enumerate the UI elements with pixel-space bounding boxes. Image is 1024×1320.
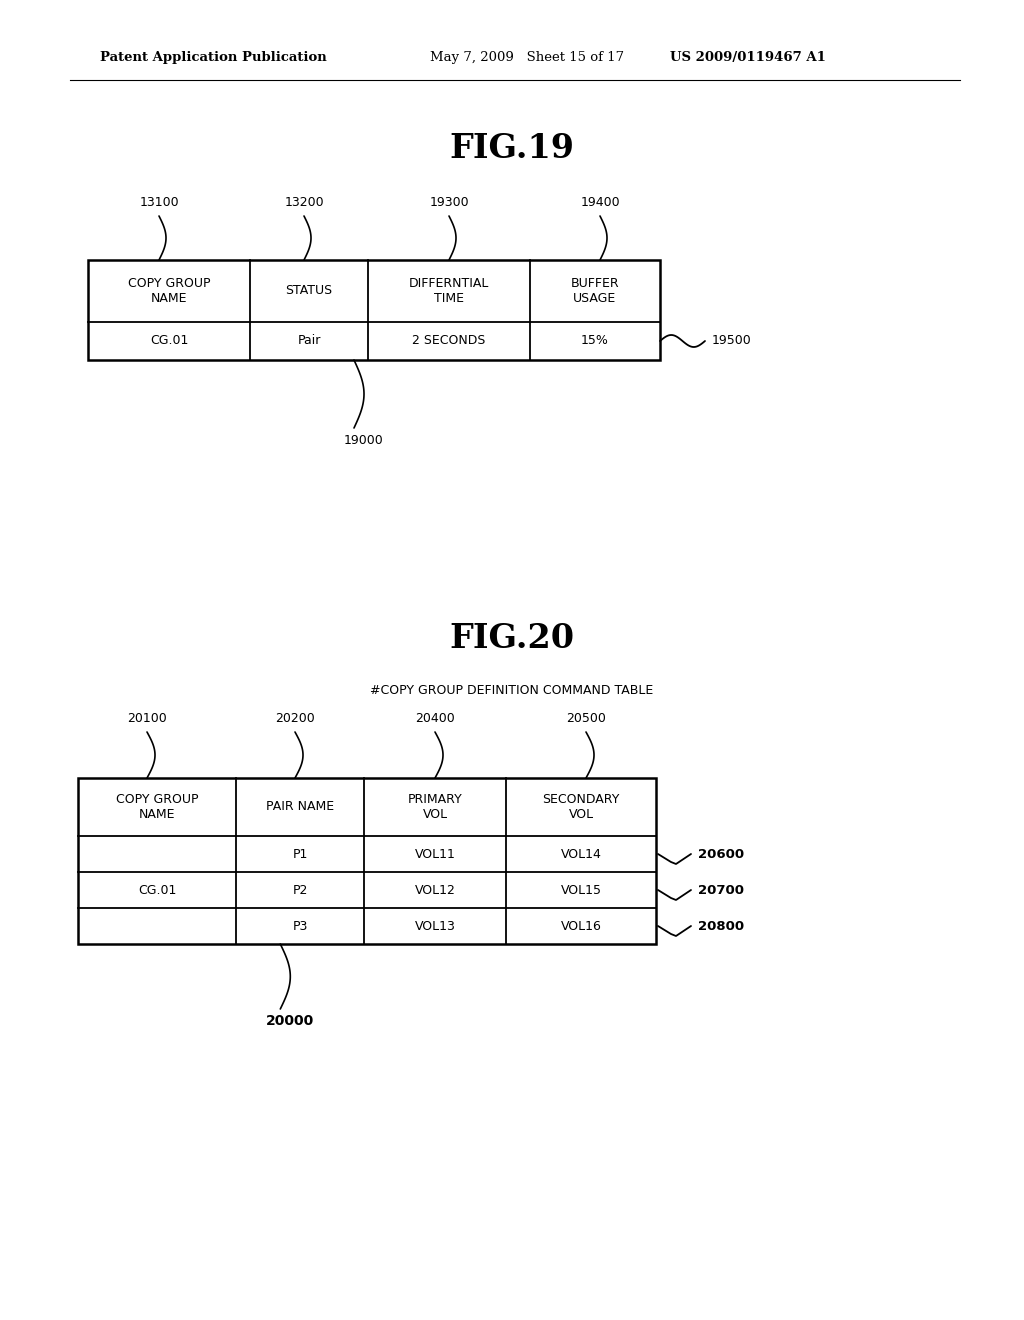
Text: 19400: 19400 bbox=[581, 195, 620, 209]
Text: 19000: 19000 bbox=[344, 433, 384, 446]
Text: Pair: Pair bbox=[297, 334, 321, 347]
Text: 20800: 20800 bbox=[698, 920, 744, 932]
Text: CG.01: CG.01 bbox=[138, 883, 176, 896]
Text: VOL14: VOL14 bbox=[560, 847, 601, 861]
Text: 15%: 15% bbox=[581, 334, 609, 347]
Text: 20600: 20600 bbox=[698, 847, 744, 861]
Bar bbox=[78, 777, 656, 944]
Text: 19300: 19300 bbox=[429, 195, 469, 209]
Text: VOL12: VOL12 bbox=[415, 883, 456, 896]
Text: US 2009/0119467 A1: US 2009/0119467 A1 bbox=[670, 51, 826, 65]
Text: VOL15: VOL15 bbox=[560, 883, 601, 896]
Text: VOL11: VOL11 bbox=[415, 847, 456, 861]
Text: FIG.19: FIG.19 bbox=[450, 132, 574, 165]
Text: COPY GROUP
NAME: COPY GROUP NAME bbox=[116, 793, 199, 821]
Text: 20400: 20400 bbox=[415, 711, 455, 725]
Text: Patent Application Publication: Patent Application Publication bbox=[100, 51, 327, 65]
Text: VOL13: VOL13 bbox=[415, 920, 456, 932]
Text: P1: P1 bbox=[292, 847, 307, 861]
Bar bbox=[88, 260, 660, 360]
Text: PRIMARY
VOL: PRIMARY VOL bbox=[408, 793, 463, 821]
Text: #COPY GROUP DEFINITION COMMAND TABLE: #COPY GROUP DEFINITION COMMAND TABLE bbox=[371, 684, 653, 697]
Text: SECONDARY
VOL: SECONDARY VOL bbox=[543, 793, 620, 821]
Text: 20500: 20500 bbox=[566, 711, 606, 725]
Text: 13100: 13100 bbox=[139, 195, 179, 209]
Text: 20000: 20000 bbox=[266, 1014, 314, 1028]
Text: BUFFER
USAGE: BUFFER USAGE bbox=[570, 277, 620, 305]
Text: PAIR NAME: PAIR NAME bbox=[266, 800, 334, 813]
Text: May 7, 2009   Sheet 15 of 17: May 7, 2009 Sheet 15 of 17 bbox=[430, 51, 624, 65]
Text: 2 SECONDS: 2 SECONDS bbox=[413, 334, 485, 347]
Text: DIFFERNTIAL
TIME: DIFFERNTIAL TIME bbox=[409, 277, 489, 305]
Text: VOL16: VOL16 bbox=[560, 920, 601, 932]
Text: CG.01: CG.01 bbox=[150, 334, 188, 347]
Text: 13200: 13200 bbox=[285, 195, 324, 209]
Text: COPY GROUP
NAME: COPY GROUP NAME bbox=[128, 277, 210, 305]
Text: 20700: 20700 bbox=[698, 883, 744, 896]
Text: P2: P2 bbox=[292, 883, 307, 896]
Text: FIG.20: FIG.20 bbox=[450, 622, 574, 655]
Text: 20100: 20100 bbox=[127, 711, 167, 725]
Text: 19500: 19500 bbox=[712, 334, 752, 347]
Text: 20200: 20200 bbox=[275, 711, 314, 725]
Text: P3: P3 bbox=[292, 920, 307, 932]
Text: STATUS: STATUS bbox=[286, 285, 333, 297]
